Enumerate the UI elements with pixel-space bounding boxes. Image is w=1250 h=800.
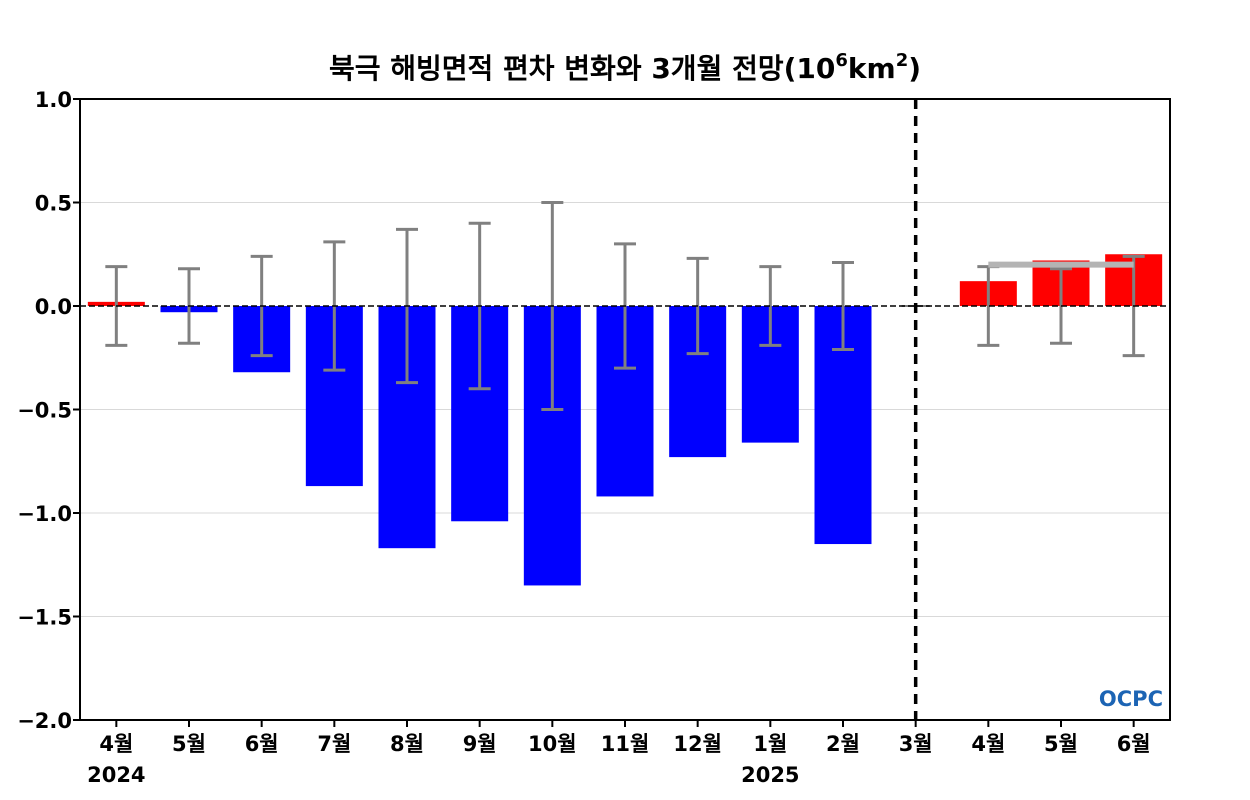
x-tick-label: 6월 <box>1117 732 1151 756</box>
y-tick-label: −1.0 <box>17 502 72 526</box>
x-tick-label: 8월 <box>390 732 424 756</box>
y-tick-label: 0.0 <box>35 295 72 319</box>
x-tick-label: 6월 <box>245 732 279 756</box>
x-tick-label: 3월 <box>899 732 933 756</box>
y-tick-label: 0.5 <box>35 192 72 216</box>
year-label: 2025 <box>741 763 799 787</box>
x-tick-label: 5월 <box>1044 732 1078 756</box>
year-labels: 2024 2025 <box>87 763 799 787</box>
x-tick-label: 12월 <box>673 732 722 756</box>
title-close: ) <box>908 52 921 85</box>
x-tick-label: 5월 <box>172 732 206 756</box>
x-tick-label: 10월 <box>528 732 577 756</box>
x-tick-label: 9월 <box>463 732 497 756</box>
y-tick-label: −2.0 <box>17 709 72 733</box>
x-tick-label: 7월 <box>317 732 351 756</box>
y-tick-label: −1.5 <box>17 606 72 630</box>
x-tick-label: 4월 <box>99 732 133 756</box>
title-exponent-6: 6 <box>835 50 848 71</box>
logo-text: OCPC <box>1099 687 1163 711</box>
chart-title: 북극 해빙면적 편차 변화와 3개월 전망(106km2) <box>329 50 921 85</box>
title-main: 북극 해빙면적 편차 변화와 3개월 전망(10 <box>329 52 835 85</box>
title-exponent-2: 2 <box>896 50 909 71</box>
x-axis: 4월 5월 6월 7월 8월 9월 10월 11월 12월 1월 2월 3월 4월 5월 6월 <box>99 720 1151 756</box>
error-bar-10 <box>832 261 854 351</box>
ocpc-logo: OCPC <box>1099 687 1163 711</box>
x-tick-label: 4월 <box>971 732 1005 756</box>
x-tick-label: 2월 <box>826 732 860 756</box>
x-tick-label: 1월 <box>753 732 787 756</box>
year-label: 2024 <box>87 763 145 787</box>
y-axis: −2.0 −1.5 −1.0 −0.5 0.0 0.5 1.0 <box>17 88 80 733</box>
error-bar-9 <box>759 265 782 347</box>
y-tick-label: 1.0 <box>35 88 72 112</box>
x-tick-label: 11월 <box>601 732 650 756</box>
y-tick-label: −0.5 <box>17 399 72 423</box>
title-unit: km <box>848 52 896 85</box>
